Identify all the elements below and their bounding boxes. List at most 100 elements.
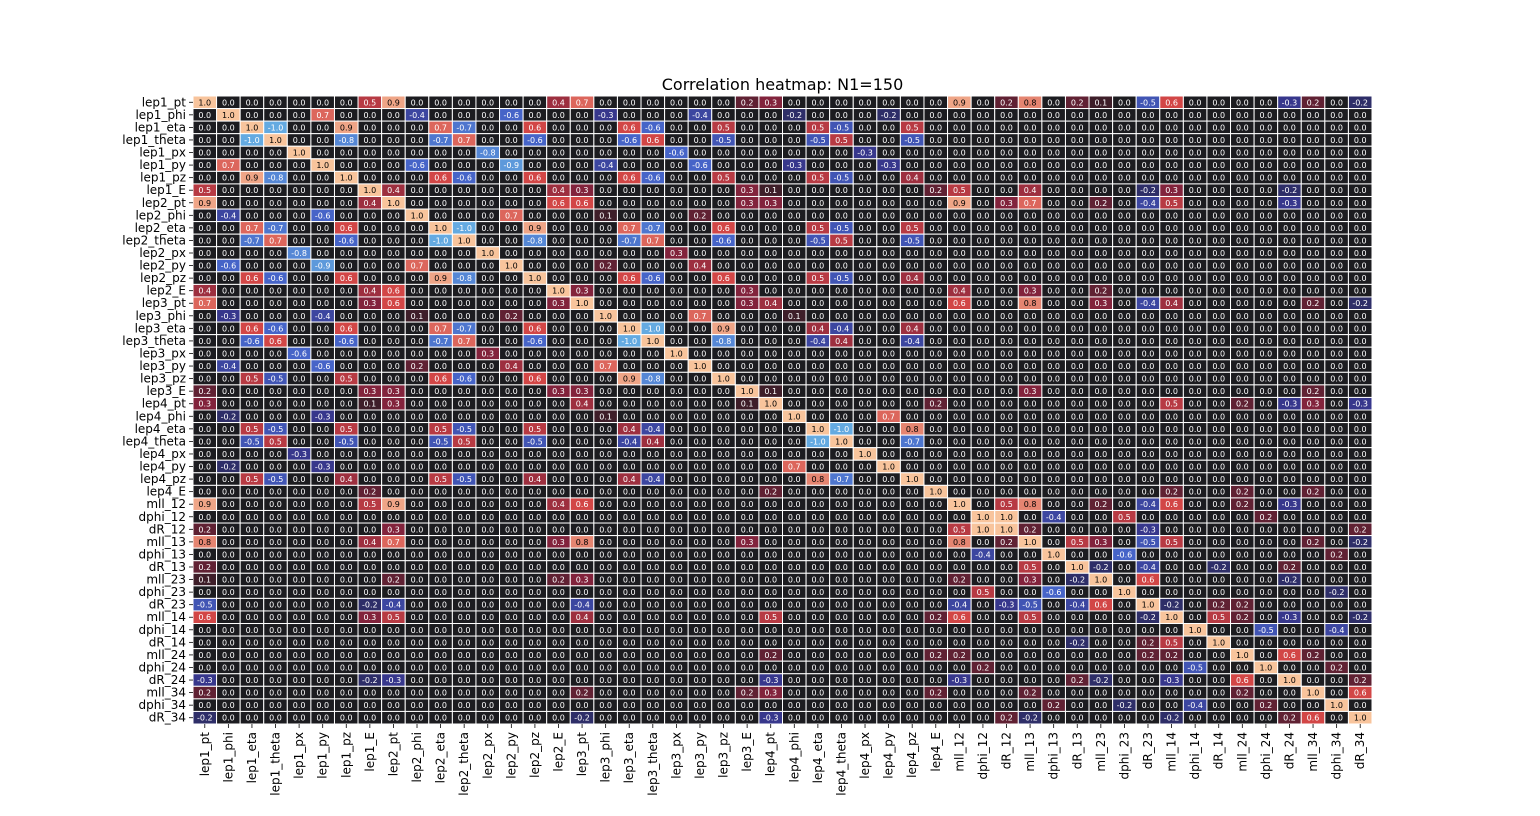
heatmap-cell-label-lep1_pt-lep1_E: 0.5 xyxy=(363,98,376,107)
heatmap-cell-label-lep3_E-lep1_eta: 0.0 xyxy=(246,387,259,396)
heatmap-cell-label-lep3_py-lep1_pz: 0.0 xyxy=(340,362,353,371)
heatmap-cell-label-lep2_phi-lep1_py: -0.6 xyxy=(315,211,331,220)
heatmap-cell-label-lep2_px-lep2_E: 0.0 xyxy=(552,249,565,258)
heatmap-cell-label-lep1_pt-lep1_pz: 0.0 xyxy=(340,98,353,107)
heatmap-cell-label-lep3_phi-mll_13: 0.0 xyxy=(1024,312,1037,321)
heatmap-cell-label-dR_24-lep1_E: -0.2 xyxy=(362,676,378,685)
heatmap-cell-label-lep4_pz-dphi_23: 0.0 xyxy=(1118,475,1131,484)
heatmap-cell-label-lep2_px-lep4_py: 0.0 xyxy=(882,249,895,258)
heatmap-cell-label-lep2_pt-lep4_E: 0.0 xyxy=(929,199,942,208)
heatmap-cell-label-lep3_pt-lep4_theta: 0.0 xyxy=(835,299,848,308)
heatmap-cell-label-dR_13-lep2_phi: 0.0 xyxy=(411,563,424,572)
heatmap-cell-label-lep2_px-lep1_E: 0.0 xyxy=(363,249,376,258)
heatmap-cell-label-dR_23-lep3_px: 0.0 xyxy=(670,601,683,610)
heatmap-cell-label-lep4_pz-lep1_E: 0.0 xyxy=(363,475,376,484)
heatmap-cell-label-dR_12-dR_23: -0.3 xyxy=(1140,525,1156,534)
heatmap-cell-label-lep3_pz-lep2_eta: 0.6 xyxy=(434,375,447,384)
heatmap-cell-label-lep2_eta-lep3_py: 0.0 xyxy=(694,224,707,233)
heatmap-cell-label-dphi_12-lep3_py: 0.0 xyxy=(694,513,707,522)
heatmap-cell-label-lep2_eta-lep1_phi: 0.0 xyxy=(222,224,235,233)
heatmap-cell-label-lep1_eta-lep1_theta: -1.0 xyxy=(268,123,284,132)
heatmap-cell-label-mll_24-dR_24: 0.6 xyxy=(1283,651,1296,660)
heatmap-cell-label-lep1_pz-lep2_px: 0.0 xyxy=(481,174,494,183)
heatmap-cell-label-lep1_phi-dphi_13: 0.0 xyxy=(1047,111,1060,120)
heatmap-cell-label-dphi_12-lep4_eta: 0.0 xyxy=(812,513,825,522)
heatmap-cell-label-lep1_pz-lep4_phi: 0.0 xyxy=(788,174,801,183)
heatmap-cell-label-lep1_py-dR_12: 0.0 xyxy=(1000,161,1013,170)
heatmap-cell-label-lep1_E-lep4_pz: 0.0 xyxy=(906,186,919,195)
heatmap-cell-label-dR_24-dR_12: 0.0 xyxy=(1000,676,1013,685)
heatmap-cell-label-dR_12-dphi_13: 0.0 xyxy=(1047,525,1060,534)
heatmap-cell-label-dR_12-lep3_pt: 0.0 xyxy=(576,525,589,534)
heatmap-cell-label-dphi_13-lep4_theta: 0.0 xyxy=(835,550,848,559)
heatmap-cell-label-lep2_pz-lep1_pz: 0.6 xyxy=(340,274,353,283)
heatmap-cell-label-lep4_py-lep4_pt: 0.0 xyxy=(764,463,777,472)
heatmap-cell-label-lep3_phi-lep1_pz: 0.0 xyxy=(340,312,353,321)
heatmap-cell-label-lep4_pt-dR_14: 0.0 xyxy=(1212,400,1225,409)
heatmap-cell-label-lep3_eta-lep4_pt: 0.0 xyxy=(764,324,777,333)
heatmap-cell-label-mll_34-dR_23: 0.0 xyxy=(1142,689,1155,698)
heatmap-cell-label-lep3_phi-dR_23: 0.0 xyxy=(1142,312,1155,321)
heatmap-cell-label-lep2_px-lep1_px: -0.8 xyxy=(291,249,307,258)
heatmap-cell-label-mll_12-dphi_13: 0.0 xyxy=(1047,500,1060,509)
heatmap-cell-label-lep1_E-lep2_eta: 0.0 xyxy=(434,186,447,195)
heatmap-cell-label-lep3_phi-mll_23: 0.0 xyxy=(1094,312,1107,321)
heatmap-cell-label-dphi_23-lep1_E: 0.0 xyxy=(363,588,376,597)
heatmap-cell-label-dR_34-dphi_24: 0.0 xyxy=(1260,714,1273,723)
heatmap-cell-label-mll_14-lep2_E: 0.0 xyxy=(552,613,565,622)
heatmap-cell-label-lep1_E-dR_24: -0.2 xyxy=(1282,186,1298,195)
heatmap-cell-label-lep1_theta-lep4_pz: -0.5 xyxy=(904,136,920,145)
heatmap-cell-label-lep1_E-dphi_24: 0.0 xyxy=(1260,186,1273,195)
heatmap-cell-label-lep1_E-lep2_phi: 0.0 xyxy=(411,186,424,195)
heatmap-cell-label-lep3_theta-lep3_pz: -0.8 xyxy=(716,337,732,346)
heatmap-cell-label-lep2_pt-lep1_pt: 0.9 xyxy=(198,199,211,208)
heatmap-cell-label-dphi_12-dphi_12: 1.0 xyxy=(977,513,990,522)
heatmap-cell-label-dphi_23-mll_23: 0.0 xyxy=(1094,588,1107,597)
heatmap-cell-label-lep2_py-dR_24: 0.0 xyxy=(1283,262,1296,271)
heatmap-cell-label-lep2_pz-dR_24: 0.0 xyxy=(1283,274,1296,283)
heatmap-cell-label-dphi_24-lep4_E: 0.0 xyxy=(929,663,942,672)
heatmap-cell-label-dphi_24-lep3_pz: 0.0 xyxy=(717,663,730,672)
heatmap-cell-label-lep2_pz-dphi_24: 0.0 xyxy=(1260,274,1273,283)
heatmap-cell-label-lep1_py-lep4_py: -0.3 xyxy=(881,161,897,170)
heatmap-cell-label-lep2_eta-dphi_24: 0.0 xyxy=(1260,224,1273,233)
heatmap-cell-label-lep3_pt-lep1_px: 0.0 xyxy=(293,299,306,308)
heatmap-cell-label-dR_13-lep2_pz: 0.0 xyxy=(529,563,542,572)
heatmap-cell-label-lep3_pz-lep4_E: 0.0 xyxy=(929,375,942,384)
heatmap-cell-label-lep1_py-lep4_E: 0.0 xyxy=(929,161,942,170)
heatmap-cell-label-dR_23-lep2_eta: 0.0 xyxy=(434,601,447,610)
heatmap-cell-label-mll_24-lep3_pt: 0.0 xyxy=(576,651,589,660)
heatmap-cell-label-lep2_E-lep2_eta: 0.0 xyxy=(434,287,447,296)
heatmap-cell-label-mll_23-lep1_E: 0.0 xyxy=(363,576,376,585)
heatmap-cell-label-mll_23-lep2_eta: 0.0 xyxy=(434,576,447,585)
heatmap-cell-label-dphi_13-dR_23: 0.0 xyxy=(1142,550,1155,559)
heatmap-cell-label-lep1_theta-mll_12: 0.0 xyxy=(953,136,966,145)
heatmap-cell-label-lep3_eta-lep1_py: 0.0 xyxy=(316,324,329,333)
heatmap-cell-label-lep3_theta-lep2_pz: -0.6 xyxy=(527,337,543,346)
heatmap-cell-label-lep4_E-lep2_pz: 0.0 xyxy=(529,488,542,497)
heatmap-cell-label-lep2_theta-lep1_phi: 0.0 xyxy=(222,236,235,245)
heatmap-cell-label-dR_14-lep1_py: 0.0 xyxy=(316,638,329,647)
heatmap-cell-label-lep2_py-lep2_px: 0.0 xyxy=(481,262,494,271)
heatmap-cell-label-lep1_pz-dR_12: 0.0 xyxy=(1000,174,1013,183)
heatmap-cell-label-lep4_pt-lep2_pt: 0.3 xyxy=(387,400,400,409)
heatmap-cell-label-lep3_pz-lep2_px: 0.0 xyxy=(481,375,494,384)
heatmap-cell-label-lep3_E-dR_24: 0.0 xyxy=(1283,387,1296,396)
heatmap-cell-label-lep3_py-lep1_py: -0.6 xyxy=(315,362,331,371)
heatmap-cell-label-lep4_py-dR_34: 0.0 xyxy=(1354,463,1367,472)
heatmap-cell-label-lep1_px-dR_34: 0.0 xyxy=(1354,149,1367,158)
heatmap-cell-label-lep3_theta-lep3_pt: 0.0 xyxy=(576,337,589,346)
heatmap-cell-label-lep3_phi-dR_13: 0.0 xyxy=(1071,312,1084,321)
heatmap-cell-label-dR_12-lep1_phi: 0.0 xyxy=(222,525,235,534)
heatmap-cell-label-lep3_pz-mll_12: 0.0 xyxy=(953,375,966,384)
heatmap-cell-label-dR_13-dphi_14: 0.0 xyxy=(1189,563,1202,572)
heatmap-cell-label-lep2_eta-dphi_23: 0.0 xyxy=(1118,224,1131,233)
heatmap-cell-label-lep2_pt-lep4_pz: 0.0 xyxy=(906,199,919,208)
heatmap-cell-label-dR_14-lep2_theta: 0.0 xyxy=(458,638,471,647)
heatmap-cell-label-lep1_E-lep3_phi: 0.0 xyxy=(599,186,612,195)
heatmap-cell-label-lep4_phi-lep3_py: 0.0 xyxy=(694,412,707,421)
heatmap-cell-label-lep4_py-lep2_pt: 0.0 xyxy=(387,463,400,472)
heatmap-cell-label-lep3_py-lep2_theta: 0.0 xyxy=(458,362,471,371)
heatmap-cell-label-lep2_px-dR_23: 0.0 xyxy=(1142,249,1155,258)
heatmap-cell-label-lep4_py-lep2_pz: 0.0 xyxy=(529,463,542,472)
